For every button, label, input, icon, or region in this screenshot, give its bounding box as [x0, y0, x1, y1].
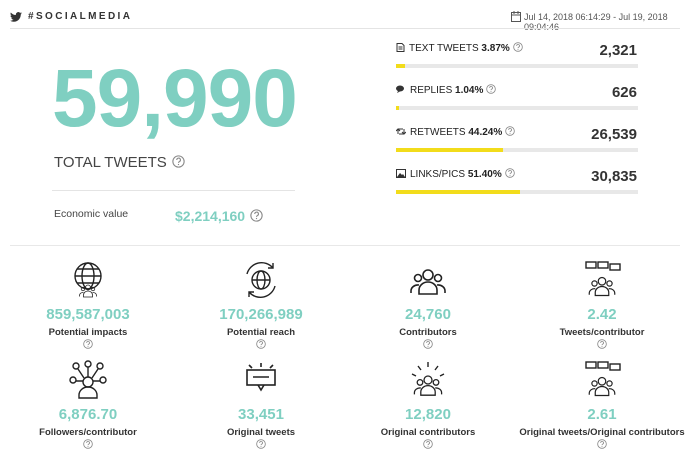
progress-bar	[396, 148, 504, 152]
economic-value: $2,214,160	[175, 208, 246, 224]
breakdown-percent: 1.04%	[455, 85, 484, 96]
metric-label: Potential impacts	[3, 326, 173, 349]
icon	[396, 169, 406, 178]
metric-icon	[241, 260, 281, 300]
breakdown-label: LINKS/PICS 51.40%	[396, 168, 515, 180]
metric-icon	[408, 360, 448, 400]
help-icon[interactable]	[256, 339, 266, 349]
twitter-icon	[10, 12, 22, 22]
metric-label-text: Followers/contributor	[39, 427, 137, 438]
metric-icon	[582, 360, 622, 400]
icon	[396, 85, 404, 93]
breakdown-label: TEXT TWEETS 3.87%	[396, 42, 523, 54]
breakdown-count: 26,539	[591, 126, 637, 143]
breakdown-percent: 44.24%	[468, 127, 503, 138]
progress-track	[396, 190, 638, 194]
metric-label-text: Original contributors	[380, 427, 476, 438]
breakdown-name: RETWEETS	[410, 127, 466, 138]
help-icon[interactable]	[172, 155, 185, 168]
progress-bar	[396, 190, 521, 194]
help-icon[interactable]	[250, 209, 263, 222]
metric: 859,587,003 Potential impacts	[3, 260, 173, 355]
metric-label-text: Potential impacts	[48, 327, 128, 338]
total-tweets-text: TOTAL TWEETS	[54, 154, 167, 171]
metric-icon	[68, 360, 108, 400]
total-tweets-label: TOTAL TWEETS	[54, 154, 185, 171]
progress-track	[396, 148, 638, 152]
divider	[10, 28, 680, 29]
metric-icon	[582, 260, 622, 300]
help-icon[interactable]	[83, 339, 93, 349]
divider	[52, 190, 295, 191]
metric-icon	[408, 260, 448, 300]
metric-label-text: Tweets/contributor	[559, 327, 645, 338]
economic-label: Economic value	[54, 208, 129, 220]
metric-label-text: Potential reach	[226, 327, 296, 338]
help-icon[interactable]	[423, 339, 433, 349]
help-icon[interactable]	[505, 126, 515, 136]
help-icon[interactable]	[423, 439, 433, 449]
metric: 6,876.70 Followers/contributor	[3, 360, 173, 455]
metric-value: 24,760	[405, 306, 451, 323]
economic-value-row: $2,214,160	[175, 208, 263, 224]
help-icon[interactable]	[513, 42, 523, 52]
breakdown-percent: 3.87%	[481, 43, 510, 54]
help-icon[interactable]	[597, 439, 607, 449]
metric-label-text: Original tweets/Original contributors	[519, 427, 685, 438]
date-range[interactable]: Jul 14, 2018 06:14:29 - Jul 19, 2018 09:…	[524, 12, 668, 32]
breakdown-name: REPLIES	[410, 85, 453, 96]
metric-label-text: Contributors	[399, 327, 457, 338]
metric-value: 859,587,003	[46, 306, 130, 323]
metric-value: 33,451	[238, 406, 284, 423]
metric-value: 2.42	[587, 306, 617, 323]
metric: 24,760 Contributors	[343, 260, 513, 355]
progress-track	[396, 106, 638, 110]
breakdown-percent: 51.40%	[467, 169, 502, 180]
help-icon[interactable]	[486, 84, 496, 94]
breakdown-count: 30,835	[591, 168, 637, 185]
metric: 170,266,989 Potential reach	[176, 260, 346, 355]
metric: 2.61 Original tweets/Original contributor…	[517, 360, 687, 455]
metric-label: Tweets/contributor	[517, 326, 687, 349]
metric-value: 6,876.70	[58, 406, 118, 423]
metric-label: Original tweets	[176, 426, 346, 449]
breakdown-name: TEXT TWEETS	[409, 43, 479, 54]
breakdown-count: 2,321	[599, 42, 637, 59]
calendar-icon	[511, 11, 521, 22]
total-tweets-value: 59,990	[52, 53, 298, 144]
divider	[10, 245, 680, 246]
help-icon[interactable]	[505, 168, 515, 178]
metric-value: 12,820	[405, 406, 451, 423]
icon	[395, 128, 407, 135]
metric: 12,820 Original contributors	[343, 360, 513, 455]
help-icon[interactable]	[597, 339, 607, 349]
breakdown-count: 626	[611, 84, 637, 101]
progress-bar	[396, 64, 406, 68]
icon	[396, 43, 405, 52]
metric-label: Original tweets/Original contributors	[517, 426, 687, 449]
metric-value: 170,266,989	[219, 306, 303, 323]
metric-icon	[68, 260, 108, 300]
progress-track	[396, 64, 638, 68]
metric-label: Contributors	[343, 326, 513, 349]
help-icon[interactable]	[83, 439, 93, 449]
metric-label: Potential reach	[176, 326, 346, 349]
metric-label: Original contributors	[343, 426, 513, 449]
metric-icon	[241, 360, 281, 400]
help-icon[interactable]	[256, 439, 266, 449]
metric-label: Followers/contributor	[3, 426, 173, 449]
metric-label-text: Original tweets	[226, 427, 296, 438]
breakdown-label: REPLIES 1.04%	[396, 84, 496, 96]
breakdown-name: LINKS/PICS	[410, 169, 466, 180]
progress-bar	[396, 106, 399, 110]
page-title: #SOCIALMEDIA	[28, 11, 133, 22]
metric: 33,451 Original tweets	[176, 360, 346, 455]
metric-value: 2.61	[587, 406, 617, 423]
metric: 2.42 Tweets/contributor	[517, 260, 687, 355]
breakdown-label: RETWEETS 44.24%	[395, 126, 515, 138]
